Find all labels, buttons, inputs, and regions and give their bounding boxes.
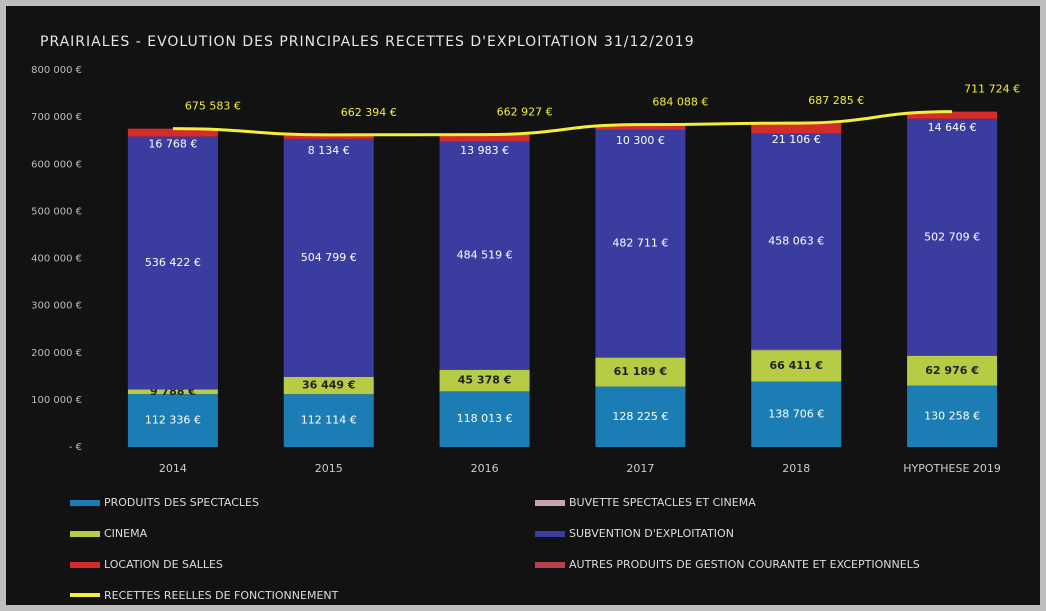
- data-label: 13 983 €: [460, 144, 509, 157]
- data-label: 36 449 €: [302, 379, 356, 392]
- x-tick-label: 2017: [626, 462, 654, 475]
- data-label: 61 189 €: [614, 365, 668, 378]
- bar-segment: [751, 133, 842, 350]
- bar-segment: [751, 123, 842, 134]
- data-label: 536 422 €: [145, 256, 201, 269]
- data-label: 130 258 €: [924, 409, 980, 422]
- y-tick-label: 500 000 €: [31, 206, 82, 217]
- data-label: 128 225 €: [612, 410, 668, 423]
- bar-segment: [595, 125, 686, 130]
- chart-title: PRAIRIALES - EVOLUTION DES PRINCIPALES R…: [40, 34, 695, 50]
- data-label: 458 063 €: [768, 235, 824, 248]
- legend-swatch: [70, 531, 100, 537]
- line-label: 662 394 €: [341, 106, 397, 119]
- x-tick-label: HYPOTHESE 2019: [903, 462, 1001, 475]
- line-label: 662 927 €: [497, 106, 553, 119]
- bar-segment: [439, 391, 530, 447]
- data-label: 482 711 €: [612, 237, 668, 250]
- data-label: 21 106 €: [772, 133, 821, 146]
- bar-segment: [283, 135, 374, 139]
- data-label: 62 976 €: [925, 364, 979, 377]
- legend-label: PRODUITS DES SPECTACLES: [104, 496, 259, 509]
- bar-segment: [283, 138, 374, 377]
- y-tick-label: 200 000 €: [31, 348, 82, 359]
- y-tick-label: 700 000 €: [31, 112, 82, 123]
- data-label: 504 799 €: [301, 251, 357, 264]
- legend-swatch: [535, 562, 565, 568]
- legend-label: AUTRES PRODUITS DE GESTION COURANTE ET E…: [569, 558, 920, 571]
- bar-segment: [439, 370, 530, 392]
- legend-label: CINEMA: [104, 527, 148, 540]
- bar-segment: [595, 386, 686, 447]
- legend-label: LOCATION DE SALLES: [104, 558, 223, 571]
- bar-segment: [751, 350, 842, 382]
- line-label: 675 583 €: [185, 100, 241, 113]
- data-label: 112 336 €: [145, 414, 201, 427]
- y-tick-label: 300 000 €: [31, 301, 82, 312]
- data-label: 138 706 €: [768, 407, 824, 420]
- data-label: 14 646 €: [928, 121, 977, 134]
- bar-segment: [751, 381, 842, 447]
- bar-segment: [751, 349, 842, 351]
- bar-segment: [439, 134, 530, 142]
- data-label: 8 134 €: [308, 144, 350, 157]
- legend-label: RECETTES REELLES DE FONCTIONNEMENT: [104, 589, 339, 602]
- legend-swatch: [70, 562, 100, 568]
- bar-segment: [127, 389, 218, 395]
- x-tick-label: 2014: [159, 462, 187, 475]
- bar-segment: [907, 118, 998, 356]
- data-label: 502 709 €: [924, 230, 980, 243]
- legend-swatch: [70, 593, 100, 597]
- data-label: 112 114 €: [301, 414, 357, 427]
- data-label: 16 768 €: [148, 138, 197, 151]
- bar-segment: [907, 111, 998, 119]
- bar-segment: [283, 394, 374, 447]
- line-label: 711 724 €: [964, 83, 1020, 96]
- data-label: 118 013 €: [457, 412, 513, 425]
- bar-segment: [595, 129, 686, 358]
- data-label: 66 411 €: [769, 359, 823, 372]
- x-tick-label: 2018: [782, 462, 810, 475]
- line: [172, 110, 953, 137]
- y-tick-label: 800 000 €: [31, 65, 82, 76]
- bar-segment: [283, 376, 374, 395]
- y-tick-label: - €: [69, 442, 82, 453]
- bar-segment: [127, 136, 218, 390]
- data-label: 10 300 €: [616, 134, 665, 147]
- legend-label: SUBVENTION D'EXPLOITATION: [569, 527, 734, 540]
- bar-segment: [127, 394, 218, 447]
- legend-label: BUVETTE SPECTACLES ET CINEMA: [569, 496, 756, 509]
- line-label: 684 088 €: [652, 96, 708, 109]
- legend-swatch: [535, 531, 565, 537]
- y-tick-label: 100 000 €: [31, 395, 82, 406]
- bar-segment: [439, 141, 530, 370]
- bar-segment: [907, 385, 998, 447]
- bar-segment: [907, 355, 998, 386]
- line-label: 687 285 €: [808, 94, 864, 107]
- legend-swatch: [535, 500, 565, 506]
- legend-swatch: [70, 500, 100, 506]
- y-tick-label: 600 000 €: [31, 159, 82, 170]
- x-tick-label: 2016: [471, 462, 499, 475]
- bar-segment: [127, 128, 218, 137]
- bar-segment: [595, 357, 686, 387]
- data-label: 484 519 €: [457, 249, 513, 262]
- x-tick-label: 2015: [315, 462, 343, 475]
- data-label: 45 378 €: [458, 374, 512, 387]
- y-tick-label: 400 000 €: [31, 254, 82, 265]
